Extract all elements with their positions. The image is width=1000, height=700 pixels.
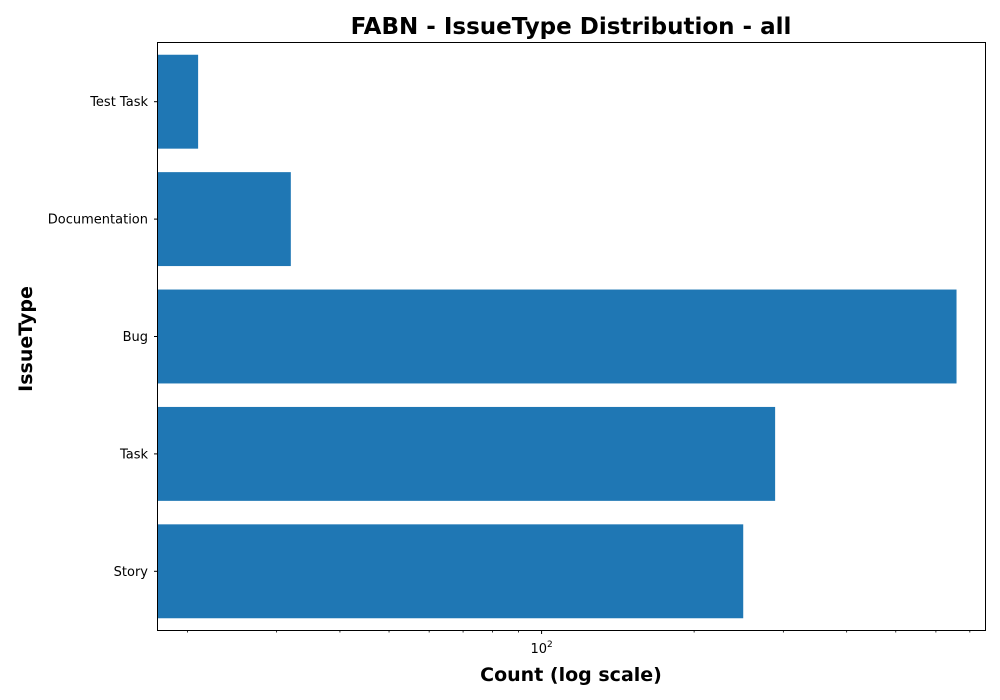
- y-tick-label-bug: Bug: [123, 330, 148, 345]
- bar-documentation: [158, 172, 291, 267]
- y-ticks: Story Task Bug Documentation Test Task: [48, 95, 158, 580]
- y-tick-label-story: Story: [114, 565, 149, 580]
- bar-story: [158, 524, 744, 619]
- bar-task: [158, 406, 776, 501]
- x-axis-label: Count (log scale): [480, 664, 662, 686]
- bars: [158, 54, 957, 619]
- plot-frame: [157, 42, 986, 631]
- x-ticks: 102: [530, 630, 553, 657]
- y-axis-label: IssueType: [15, 286, 37, 392]
- y-tick-label-documentation: Documentation: [48, 213, 148, 228]
- bar-test-task: [158, 54, 199, 149]
- y-tick-label-test-task: Test Task: [89, 95, 148, 110]
- bar-bug: [158, 289, 957, 384]
- chart-title: FABN - IssueType Distribution - all: [351, 14, 792, 40]
- x-tick-label: 102: [530, 640, 552, 657]
- y-tick-label-task: Task: [119, 447, 149, 462]
